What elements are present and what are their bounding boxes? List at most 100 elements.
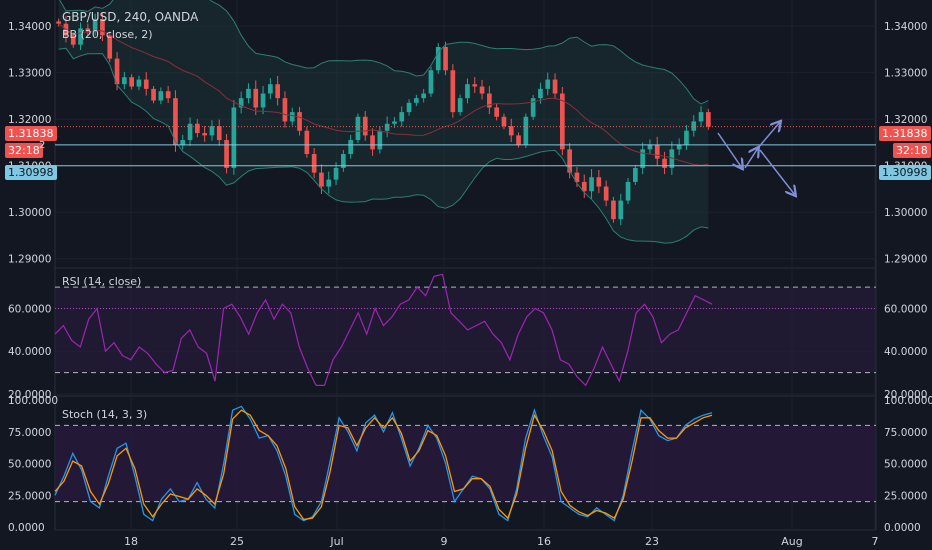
stoch-tick-left: 50.0000	[8, 459, 51, 471]
candle-body	[129, 77, 134, 87]
price-pane[interactable]	[55, 0, 876, 244]
candle-body	[143, 79, 149, 89]
forecast-arrows	[717, 122, 795, 195]
candle-body	[384, 123, 390, 131]
last-price-tag-left: 1.31838	[5, 126, 57, 141]
stoch-tick-right: 50.0000	[884, 459, 927, 471]
price-tick-right: 1.32000	[884, 114, 927, 126]
last-price-tag-right: 1.31838	[879, 126, 931, 141]
candle-body	[275, 84, 280, 99]
candle-body	[654, 144, 660, 159]
time-tick-label: 23	[645, 535, 659, 548]
price-tick-left: 1.34000	[8, 21, 51, 33]
candle-body	[173, 98, 178, 145]
candle-body	[472, 84, 478, 87]
candle-body	[202, 133, 207, 136]
price-tick-right: 1.33000	[884, 68, 927, 80]
time-tick-label: 7	[872, 535, 879, 548]
candle-body	[596, 177, 602, 187]
candle-body	[611, 200, 616, 220]
candle-body	[545, 79, 551, 89]
candle-body	[289, 112, 295, 122]
candle-body	[326, 179, 332, 187]
price-tick-left: 1.32000	[8, 114, 51, 126]
candle-body	[377, 130, 383, 150]
candle-body	[333, 167, 339, 180]
candle-body	[311, 154, 317, 173]
price-tick-right: 1.30000	[884, 207, 927, 219]
candle-body	[530, 98, 536, 117]
rsi-tick-left: 60.0000	[8, 303, 51, 315]
candle-body	[399, 112, 405, 122]
bb-indicator-label[interactable]: BB (20, close, 2)	[62, 28, 153, 41]
candle-body	[216, 126, 222, 141]
candle-body	[362, 116, 368, 136]
stoch-band-fill	[55, 425, 876, 502]
countdown-tag-left: 32:18	[5, 143, 43, 158]
candle-body	[158, 91, 164, 101]
candle-body	[508, 126, 514, 136]
stoch-tick-right: 25.0000	[884, 490, 927, 502]
candle-body	[640, 149, 645, 168]
candle-body	[523, 116, 529, 145]
stoch-tick-right: 75.0000	[884, 427, 927, 439]
rsi-indicator-label[interactable]: RSI (14, close)	[62, 275, 142, 288]
candle-body	[246, 88, 251, 99]
hidden-level-fragment: 2	[39, 140, 46, 151]
candle-body	[414, 98, 419, 103]
candle-body	[70, 35, 76, 45]
time-tick-label: 16	[537, 535, 551, 548]
stoch-tick-left: 0.0000	[8, 522, 45, 534]
candle-body	[435, 46, 441, 71]
symbol-title: GBP/USD, 240, OANDA	[62, 10, 199, 24]
candle-body	[297, 112, 302, 131]
stoch-tick-left: 75.0000	[8, 427, 51, 439]
candle-body	[231, 107, 237, 168]
price-tick-right: 1.29000	[884, 254, 927, 266]
candle-body	[603, 186, 609, 201]
time-tick-label: Aug	[781, 535, 802, 548]
stoch-tick-right: 0.0000	[884, 522, 921, 534]
rsi-tick-right: 40.0000	[884, 346, 927, 358]
candle-body	[479, 86, 485, 94]
candle-body	[691, 121, 697, 131]
candle-body	[457, 98, 463, 113]
candle-body	[260, 93, 266, 108]
candle-body	[676, 144, 682, 150]
rsi-band-fill	[55, 287, 876, 373]
rsi-tick-left: 40.0000	[8, 346, 51, 358]
candle-body	[348, 140, 353, 155]
candle-body	[209, 126, 215, 136]
up-arrow	[757, 122, 780, 149]
candle-body	[421, 93, 426, 99]
price-tick-left: 1.30000	[8, 207, 51, 219]
candle-body	[450, 70, 456, 113]
candle-body	[589, 177, 594, 192]
time-tick-label: Jul	[329, 535, 343, 548]
up-arrow	[744, 148, 758, 169]
candle-body	[165, 91, 171, 99]
rsi-tick-right: 60.0000	[884, 303, 927, 315]
candle-body	[487, 93, 492, 108]
candle-body	[78, 28, 83, 45]
candle-body	[355, 116, 361, 141]
rsi-tick-left: 20.0000	[8, 389, 51, 401]
candle-body	[574, 172, 580, 182]
time-tick-label: 18	[124, 535, 138, 548]
stoch-indicator-label[interactable]: Stoch (14, 3, 3)	[62, 408, 148, 421]
stoch-pane[interactable]	[54, 405, 876, 522]
candle-body	[268, 84, 273, 94]
candle-body	[195, 123, 200, 134]
candle-body	[501, 116, 507, 127]
candle-body	[238, 98, 244, 108]
level-tag-left: 1.30998	[5, 165, 57, 180]
stoch-tick-left: 25.0000	[8, 490, 51, 502]
candle-body	[516, 135, 521, 145]
candle-body	[669, 149, 675, 168]
candle-body	[662, 158, 667, 168]
rsi-pane[interactable]	[54, 273, 876, 387]
candle-body	[151, 88, 156, 101]
rsi-line	[54, 273, 713, 387]
candle-body	[114, 58, 120, 85]
